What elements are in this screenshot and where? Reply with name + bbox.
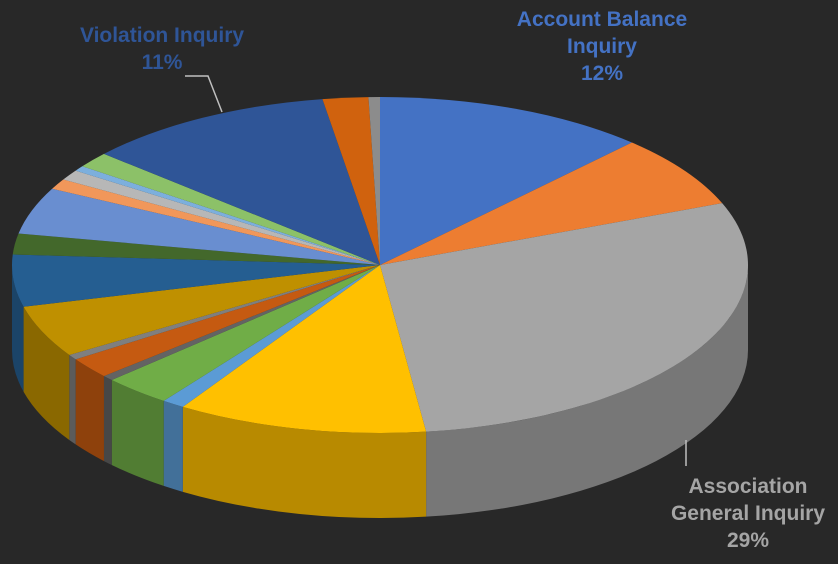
slice	[380, 203, 748, 432]
slice-side	[163, 400, 183, 492]
slice	[75, 166, 381, 265]
slice	[12, 254, 380, 307]
slice-label: Association General Inquiry 29%	[660, 473, 836, 554]
slice	[163, 265, 380, 407]
slice	[111, 265, 380, 401]
slice-side	[426, 265, 748, 517]
category-label: Account Balance Inquiry	[516, 8, 688, 58]
category-label: Association General Inquiry	[670, 475, 826, 525]
category-label: Violation Inquiry	[79, 24, 245, 47]
slice-side	[103, 376, 112, 466]
value-label: 12%	[580, 62, 624, 85]
slice-label: Violation Inquiry 11%	[50, 22, 274, 76]
slice-side	[111, 380, 164, 486]
slice	[322, 97, 380, 265]
slice-side	[182, 406, 427, 518]
slice	[23, 265, 380, 356]
slice	[18, 188, 381, 265]
slice	[69, 265, 380, 360]
slice	[12, 233, 380, 265]
slice	[103, 99, 380, 265]
slice	[368, 97, 380, 265]
slice-label: Account Balance Inquiry 12%	[500, 6, 704, 87]
slice-side	[12, 265, 24, 392]
slice-side	[23, 306, 70, 441]
slice	[75, 265, 381, 377]
slice	[380, 97, 632, 265]
slice	[380, 142, 723, 265]
slice-side	[69, 355, 76, 445]
leader-line	[185, 75, 223, 113]
value-label: 29%	[726, 529, 770, 552]
value-label: 11%	[141, 51, 183, 74]
slice	[182, 265, 427, 433]
slice	[52, 179, 381, 265]
slice	[103, 265, 380, 381]
slice	[82, 153, 381, 265]
slice	[63, 170, 380, 265]
slice-side	[75, 359, 104, 462]
